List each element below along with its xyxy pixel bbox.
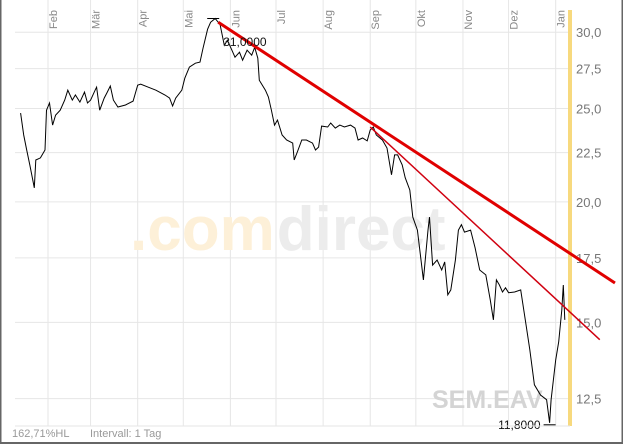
month-label: Apr [138,10,150,27]
month-label: Aug [323,10,335,30]
price-line [20,17,566,423]
grid [15,0,570,426]
y-tick-label: 30,0 [576,25,601,40]
month-label: Okt [416,10,428,27]
high-marker: 31,0000 [207,17,267,49]
month-label: Mai [183,10,195,28]
y-tick-label: 27,5 [576,62,601,77]
trendlines [217,21,616,341]
interval-info: Intervall: 1 Tag [90,428,161,440]
range-info: 162,71%HL [12,428,70,440]
trendline-thin [369,126,601,341]
month-label: Jun [230,10,242,28]
month-label: Sep [370,10,382,30]
y-tick-label: 15,0 [576,315,601,330]
month-label: Mär [91,10,103,29]
month-label: Dez [509,10,521,30]
y-tick-label: 25,0 [576,102,601,117]
watermark-symbol: SEM.EAV [432,386,543,414]
low-label: 11,8000 [498,418,541,432]
high-label: 31,0000 [223,35,267,49]
y-tick-label: 12,5 [576,392,601,407]
month-label: Jul [276,10,288,24]
trendline-thick [217,21,616,285]
y-tick-label: 20,0 [576,195,601,210]
low-marker: 11,8000 [498,418,556,432]
month-label: Feb [48,10,60,29]
month-label: Nov [463,10,475,30]
watermark-com: .com [130,195,275,264]
watermark: .com direct SEM.EAV [130,195,543,414]
y-tick-label: 22,5 [576,146,601,161]
month-label: Jan [556,10,568,28]
